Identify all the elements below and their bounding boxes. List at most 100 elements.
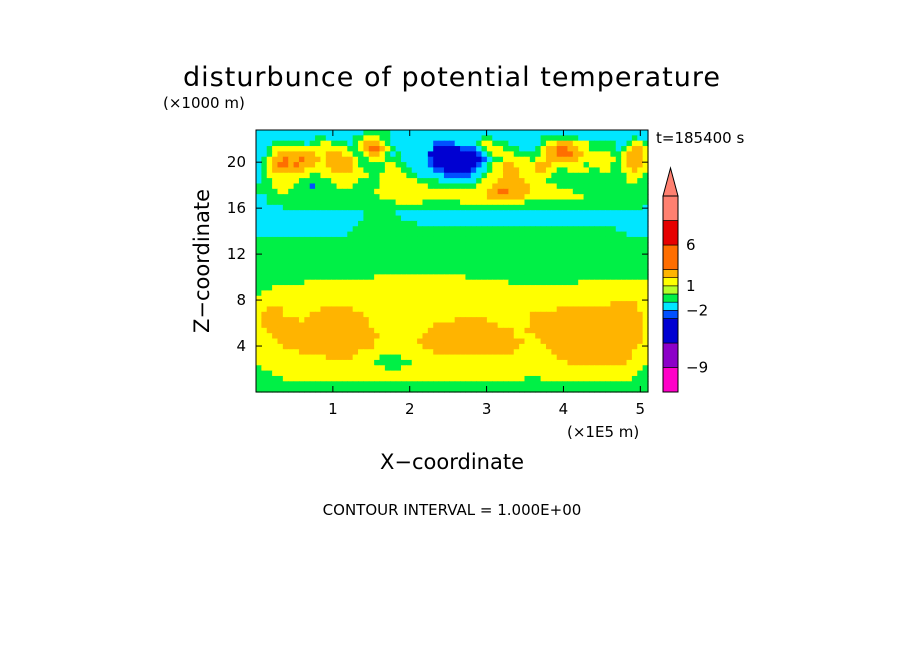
field-cell [615,188,622,195]
field-cell [400,322,407,329]
field-cell [599,263,606,270]
field-cell [406,365,413,372]
field-cell [513,349,520,356]
field-cell [449,386,456,393]
field-cell [288,178,295,185]
field-cell [578,354,585,361]
field-cell [540,178,547,185]
field-cell [481,156,488,163]
field-cell [390,220,397,227]
field-cell [626,301,633,308]
field-cell [282,349,289,356]
field-cell [331,140,338,147]
field-cell [572,386,579,393]
field-cell [540,359,547,366]
field-cell [465,247,472,254]
field-cell [320,386,327,393]
field-cell [411,333,418,340]
field-cell [605,242,612,249]
field-cell [556,386,563,393]
field-cell [503,140,509,147]
field-cell [476,322,483,329]
field-cell [529,151,536,158]
field-cell [556,322,563,329]
field-cell [266,306,273,313]
field-cell [642,386,649,393]
field-cell [406,151,413,158]
field-cell [588,183,595,190]
field-cell [266,151,273,158]
field-cell [261,247,268,254]
field-cell [492,354,499,361]
field-cell [572,140,579,147]
field-cell [379,311,386,318]
field-cell [583,172,590,179]
field-cell [481,210,488,217]
field-cell [411,231,418,238]
field-cell [336,285,343,292]
field-cell [347,343,354,350]
field-cell [272,274,279,281]
field-cell [545,322,552,329]
field-cell [438,215,445,222]
field-cell [336,317,343,324]
field-cell [578,301,585,308]
field-cell [588,258,595,265]
field-cell [492,226,499,233]
field-cell [454,338,461,345]
field-cell [417,327,424,334]
field-cell [503,156,509,163]
field-cell [572,333,579,340]
field-cell [395,274,402,281]
field-cell [331,231,338,238]
field-cell [304,359,311,366]
field-cell [551,151,558,158]
field-cell [433,263,440,270]
field-cell [352,274,359,281]
field-cell [438,162,445,169]
field-cell [605,333,612,340]
field-cell [449,188,456,195]
field-cell [465,306,472,313]
field-cell [637,204,644,211]
field-cell [492,194,499,201]
field-cell [594,210,601,217]
field-cell [347,236,354,243]
field-cell [449,242,456,249]
field-cell [336,130,343,136]
field-cell [540,269,547,275]
field-cell [551,167,558,174]
field-cell [336,258,343,265]
field-cell [422,146,429,152]
field-cell [497,146,504,152]
field-cell [476,172,483,179]
field-cell [551,231,558,238]
field-cell [545,333,552,340]
field-cell [443,162,450,169]
field-cell [304,301,311,308]
field-cell [465,252,472,259]
field-cell [486,343,493,350]
field-cell [358,274,364,281]
field-cell [567,375,574,382]
field-cell [363,370,370,377]
field-cell [422,172,429,179]
field-cell [540,204,547,211]
field-cell [449,349,456,356]
field-cell [411,204,418,211]
field-cell [341,349,348,356]
field-cell [325,301,332,308]
field-cell [567,135,574,142]
field-cell [637,349,644,356]
field-cell [631,317,638,324]
field-cell [395,231,402,238]
field-cell [347,242,354,249]
field-cell [288,306,295,313]
field-cell [422,151,429,158]
field-cell [503,333,509,340]
field-cell [379,204,386,211]
field-cell [556,306,563,313]
field-cell [374,236,381,243]
field-cell [282,327,289,334]
field-cell [374,242,381,249]
